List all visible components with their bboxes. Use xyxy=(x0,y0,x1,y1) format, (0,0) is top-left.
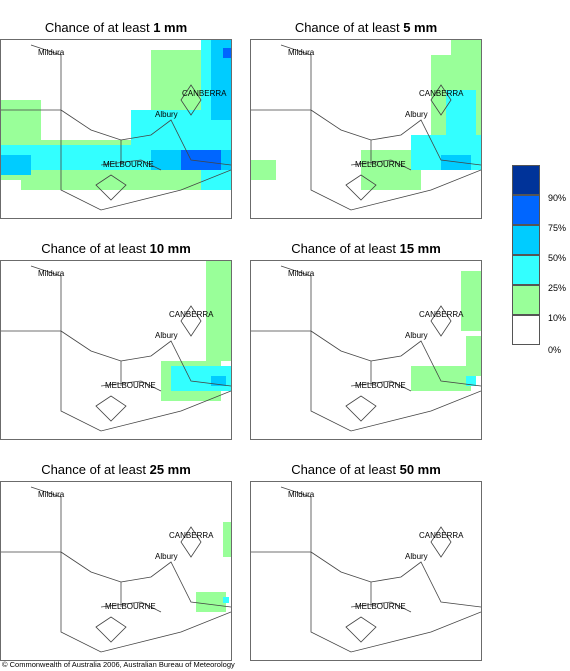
legend-swatch-25 xyxy=(512,255,540,285)
city-label-mildura: Mildura xyxy=(38,490,65,499)
city-label-canberra: CANBERRA xyxy=(182,89,227,98)
city-label-canberra: CANBERRA xyxy=(419,531,464,540)
legend-label-50: 50% xyxy=(548,253,567,263)
city-label-albury: Albury xyxy=(155,331,178,340)
legend-swatch-75 xyxy=(512,195,540,225)
legend-swatch-10 xyxy=(512,285,540,315)
city-label-mildura: Mildura xyxy=(288,48,315,57)
city-label-melbourne: MELBOURNE xyxy=(355,160,406,169)
city-label-albury: Albury xyxy=(405,552,428,561)
panel-title: Chance of at least 50 mm xyxy=(291,462,441,477)
probability-shading xyxy=(161,261,231,401)
city-label-canberra: CANBERRA xyxy=(419,89,464,98)
panel-title: Chance of at least 1 mm xyxy=(44,20,188,35)
city-label-melbourne: MELBOURNE xyxy=(355,602,406,611)
city-label-melbourne: MELBOURNE xyxy=(105,381,156,390)
panel-title: Chance of at least 15 mm xyxy=(291,241,441,256)
city-label-albury: Albury xyxy=(155,552,178,561)
panel-title: Chance of at least 5 mm xyxy=(294,20,438,35)
legend-label-0: 0% xyxy=(548,345,562,355)
rainfall-map: Mildura CANBERRA Albury MELBOURNE xyxy=(0,260,232,440)
rainfall-map: Mildura CANBERRA Albury MELBOURNE xyxy=(250,39,482,219)
city-label-mildura: Mildura xyxy=(288,490,315,499)
legend-label-10: 10% xyxy=(548,313,567,323)
city-label-mildura: Mildura xyxy=(38,48,65,57)
probability-shading xyxy=(411,271,481,391)
copyright-notice: © Commonwealth of Australia 2006, Austra… xyxy=(2,660,235,669)
city-label-mildura: Mildura xyxy=(288,269,315,278)
legend-label-75: 75% xyxy=(548,223,567,233)
legend-label-90: 90% xyxy=(548,193,567,203)
legend-swatch-0 xyxy=(512,315,540,345)
city-label-melbourne: MELBOURNE xyxy=(103,160,154,169)
legend-swatch-50 xyxy=(512,225,540,255)
city-label-canberra: CANBERRA xyxy=(169,531,214,540)
panel-title: Chance of at least 25 mm xyxy=(41,462,191,477)
legend-swatch-90 xyxy=(512,165,540,195)
rainfall-map: Mildura CANBERRA Albury MELBOURNE xyxy=(0,481,232,661)
panel-title: Chance of at least 10 mm xyxy=(41,241,191,256)
rainfall-map: Mildura CANBERRA Albury MELBOURNE xyxy=(0,39,232,219)
city-label-melbourne: MELBOURNE xyxy=(355,381,406,390)
state-borders xyxy=(1,265,231,432)
state-borders xyxy=(1,486,231,653)
probability-shading xyxy=(1,40,231,190)
state-borders xyxy=(251,486,481,653)
state-borders xyxy=(251,265,481,432)
city-label-mildura: Mildura xyxy=(38,269,65,278)
probability-shading xyxy=(196,522,231,612)
rainfall-map: Mildura CANBERRA Albury MELBOURNE xyxy=(250,481,482,661)
state-borders xyxy=(251,44,481,211)
city-label-melbourne: MELBOURNE xyxy=(105,602,156,611)
city-label-canberra: CANBERRA xyxy=(419,310,464,319)
legend-label-25: 25% xyxy=(548,283,567,293)
rainfall-map: Mildura CANBERRA Albury MELBOURNE xyxy=(250,260,482,440)
city-label-albury: Albury xyxy=(405,331,428,340)
city-label-albury: Albury xyxy=(405,110,428,119)
city-label-canberra: CANBERRA xyxy=(169,310,214,319)
state-borders xyxy=(1,44,231,211)
city-label-albury: Albury xyxy=(155,110,178,119)
